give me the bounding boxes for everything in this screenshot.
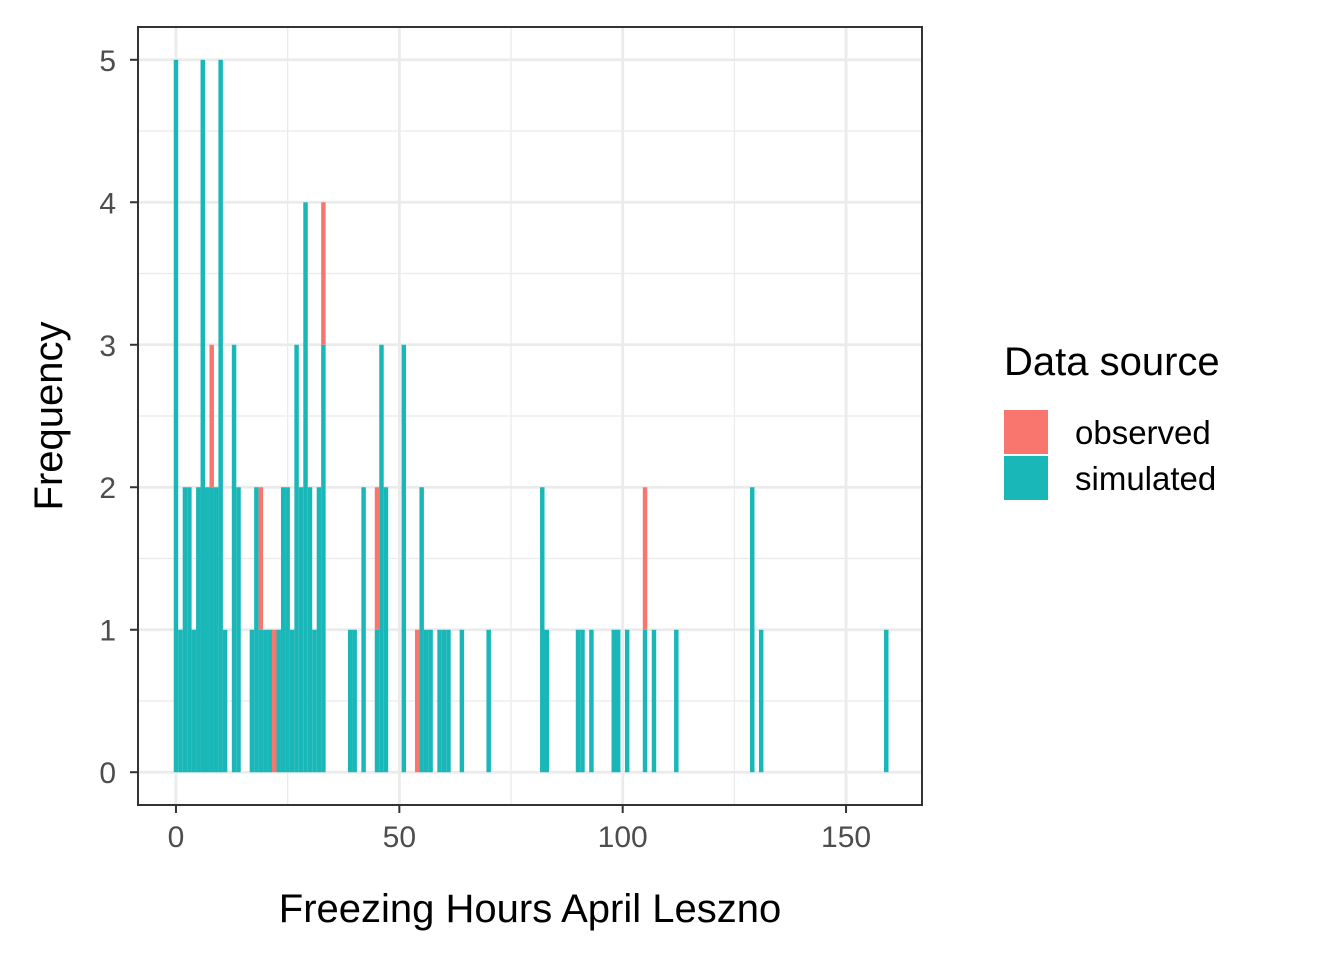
bar-simulated bbox=[374, 629, 380, 773]
bar-simulated bbox=[205, 487, 210, 773]
bar-simulated bbox=[611, 629, 616, 773]
bar-simulated bbox=[651, 629, 657, 773]
bar-simulated bbox=[285, 487, 290, 773]
bar-simulated bbox=[222, 629, 228, 773]
x-tick-label: 100 bbox=[598, 821, 648, 854]
bar-simulated bbox=[624, 629, 630, 773]
bar-simulated bbox=[383, 487, 389, 773]
bar-simulated bbox=[401, 344, 407, 773]
bar-simulated bbox=[428, 629, 433, 773]
bar-simulated bbox=[307, 487, 313, 773]
bar-simulated bbox=[437, 629, 442, 773]
x-axis: 0 50 100 150 bbox=[168, 805, 871, 854]
bar-simulated bbox=[276, 629, 281, 773]
bar-simulated bbox=[540, 487, 545, 773]
bar-simulated bbox=[347, 629, 353, 773]
legend-label-observed: observed bbox=[1075, 414, 1211, 451]
bar-simulated bbox=[173, 59, 179, 773]
bar-simulated bbox=[750, 487, 755, 773]
bar-observed bbox=[321, 202, 326, 345]
y-tick-label: 0 bbox=[99, 757, 116, 790]
minor-gridlines bbox=[138, 27, 922, 805]
bar-simulated bbox=[249, 629, 255, 773]
bar-observed bbox=[209, 344, 214, 488]
legend: Data source observed simulated bbox=[1004, 340, 1220, 500]
x-axis-title: Freezing Hours April Leszno bbox=[279, 887, 781, 931]
bar-simulated bbox=[321, 344, 326, 773]
bar-simulated bbox=[178, 629, 183, 773]
bar-simulated bbox=[213, 487, 219, 773]
x-tick-label: 150 bbox=[821, 821, 871, 854]
bar-simulated bbox=[196, 487, 201, 773]
bar-simulated bbox=[182, 487, 188, 773]
y-axis: 0 1 2 3 4 5 bbox=[99, 45, 138, 790]
bar-observed bbox=[374, 487, 380, 630]
plot-panel-border bbox=[137, 26, 923, 806]
bar-simulated bbox=[674, 629, 679, 773]
bar-simulated bbox=[580, 629, 585, 773]
x-tick-label: 0 bbox=[168, 821, 185, 854]
bar-simulated bbox=[254, 487, 259, 773]
bar-simulated bbox=[544, 629, 549, 773]
bar-simulated bbox=[312, 629, 317, 773]
x-tick-label: 50 bbox=[383, 821, 416, 854]
histogram-bars bbox=[173, 59, 889, 773]
bar-simulated bbox=[615, 629, 621, 773]
bar-simulated bbox=[379, 344, 384, 773]
bar-observed bbox=[642, 487, 648, 630]
bar-simulated bbox=[486, 629, 491, 773]
bar-observed bbox=[258, 487, 264, 630]
bar-simulated bbox=[298, 487, 304, 773]
bar-simulated bbox=[423, 629, 429, 773]
bar-simulated bbox=[200, 59, 206, 773]
bar-simulated bbox=[352, 629, 357, 773]
bar-simulated bbox=[218, 59, 223, 773]
bar-simulated bbox=[187, 487, 192, 773]
bar-simulated bbox=[289, 629, 295, 773]
bar-observed bbox=[272, 629, 277, 773]
bar-simulated bbox=[642, 629, 648, 773]
bar-simulated bbox=[589, 629, 594, 773]
bar-simulated bbox=[303, 202, 308, 773]
bar-simulated bbox=[459, 629, 465, 773]
bar-simulated bbox=[236, 487, 241, 773]
bar-simulated bbox=[280, 487, 286, 773]
legend-items: observed simulated bbox=[1004, 410, 1216, 500]
bar-simulated bbox=[441, 629, 447, 773]
bar-simulated bbox=[267, 629, 273, 773]
legend-swatch-observed bbox=[1004, 410, 1048, 454]
bar-simulated bbox=[294, 344, 299, 773]
bar-observed bbox=[414, 629, 420, 773]
bar-simulated bbox=[263, 629, 268, 773]
y-tick-label: 1 bbox=[99, 615, 116, 648]
legend-label-simulated: simulated bbox=[1075, 460, 1216, 497]
bar-simulated bbox=[209, 487, 214, 773]
y-tick-label: 2 bbox=[99, 472, 116, 505]
bar-simulated bbox=[231, 344, 237, 773]
y-axis-title: Frequency bbox=[27, 322, 71, 511]
legend-title: Data source bbox=[1004, 340, 1220, 384]
bar-simulated bbox=[191, 629, 197, 773]
bar-simulated bbox=[575, 629, 581, 773]
bar-simulated bbox=[316, 487, 322, 773]
bar-simulated bbox=[258, 629, 264, 773]
bar-simulated bbox=[419, 487, 424, 773]
legend-swatch-simulated bbox=[1004, 456, 1048, 500]
y-tick-label: 3 bbox=[99, 330, 116, 363]
bar-simulated bbox=[361, 487, 366, 773]
bar-simulated bbox=[758, 629, 764, 773]
bar-simulated bbox=[884, 629, 889, 773]
bar-simulated bbox=[446, 629, 451, 773]
y-tick-label: 5 bbox=[99, 45, 116, 78]
y-tick-label: 4 bbox=[99, 187, 116, 220]
